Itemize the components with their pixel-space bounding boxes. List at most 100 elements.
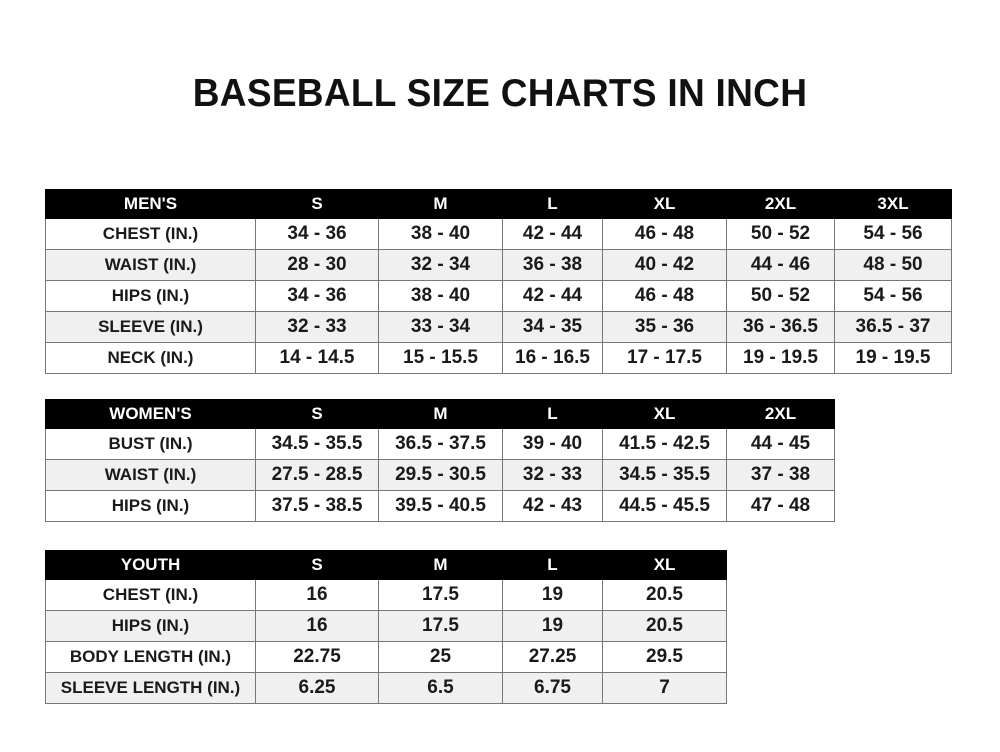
size-header: S <box>255 399 379 429</box>
table-row: CHEST (IN.) 16 17.5 19 20.5 <box>45 579 727 611</box>
size-value: 34.5 - 35.5 <box>255 428 379 460</box>
size-value: 14 - 14.5 <box>255 342 379 374</box>
header-row: YOUTH S M L XL <box>45 550 727 580</box>
youth-size-table: YOUTH S M L XL CHEST (IN.) 16 17.5 19 20.5 HIPS (I… <box>45 550 727 704</box>
category-header: WOMEN'S <box>45 399 256 429</box>
size-header: L <box>502 399 603 429</box>
size-value: 36 - 38 <box>502 249 603 281</box>
size-header: XL <box>602 189 727 219</box>
measurement-label: BODY LENGTH (IN.) <box>45 641 256 673</box>
size-value: 34.5 - 35.5 <box>602 459 727 491</box>
size-value: 46 - 48 <box>602 280 727 312</box>
size-value: 44 - 45 <box>726 428 835 460</box>
size-header: L <box>502 550 603 580</box>
womens-size-table: WOMEN'S S M L XL 2XL BUST (IN.) 34.5 - 35.5 36.5… <box>45 399 835 522</box>
size-value: 34 - 36 <box>255 280 379 312</box>
measurement-label: WAIST (IN.) <box>45 249 256 281</box>
size-value: 19 - 19.5 <box>726 342 835 374</box>
table-row: HIPS (IN.) 16 17.5 19 20.5 <box>45 610 727 642</box>
size-value: 16 <box>255 579 379 611</box>
size-header: L <box>502 189 603 219</box>
size-value: 25 <box>378 641 503 673</box>
size-value: 38 - 40 <box>378 280 503 312</box>
size-value: 28 - 30 <box>255 249 379 281</box>
size-value: 19 - 19.5 <box>834 342 952 374</box>
measurement-label: SLEEVE (IN.) <box>45 311 256 343</box>
table-row: BODY LENGTH (IN.) 22.75 25 27.25 29.5 <box>45 641 727 673</box>
size-header: 2XL <box>726 399 835 429</box>
size-value: 48 - 50 <box>834 249 952 281</box>
size-value: 42 - 44 <box>502 280 603 312</box>
table-row: WAIST (IN.) 27.5 - 28.5 29.5 - 30.5 32 - 33… <box>45 459 835 491</box>
measurement-label: SLEEVE LENGTH (IN.) <box>45 672 256 704</box>
measurement-label: WAIST (IN.) <box>45 459 256 491</box>
size-value: 44 - 46 <box>726 249 835 281</box>
size-value: 19 <box>502 579 603 611</box>
size-value: 39.5 - 40.5 <box>378 490 503 522</box>
size-value: 6.25 <box>255 672 379 704</box>
mens-size-table: MEN'S S M L XL 2XL 3XL CHEST (IN.) 34 - 36 38 - 4… <box>45 189 952 374</box>
size-value: 36.5 - 37 <box>834 311 952 343</box>
size-value: 46 - 48 <box>602 218 727 250</box>
size-value: 42 - 43 <box>502 490 603 522</box>
size-value: 38 - 40 <box>378 218 503 250</box>
size-value: 36.5 - 37.5 <box>378 428 503 460</box>
size-header: 2XL <box>726 189 835 219</box>
size-value: 33 - 34 <box>378 311 503 343</box>
size-value: 40 - 42 <box>602 249 727 281</box>
size-header: 3XL <box>834 189 952 219</box>
size-value: 20.5 <box>602 610 727 642</box>
size-value: 17 - 17.5 <box>602 342 727 374</box>
size-value: 54 - 56 <box>834 218 952 250</box>
size-value: 17.5 <box>378 579 503 611</box>
header-row: WOMEN'S S M L XL 2XL <box>45 399 835 429</box>
size-value: 41.5 - 42.5 <box>602 428 727 460</box>
size-value: 47 - 48 <box>726 490 835 522</box>
table-row: HIPS (IN.) 37.5 - 38.5 39.5 - 40.5 42 - 43 4… <box>45 490 835 522</box>
measurement-label: BUST (IN.) <box>45 428 256 460</box>
size-value: 44.5 - 45.5 <box>602 490 727 522</box>
size-value: 29.5 - 30.5 <box>378 459 503 491</box>
size-value: 54 - 56 <box>834 280 952 312</box>
size-value: 32 - 33 <box>502 459 603 491</box>
size-value: 36 - 36.5 <box>726 311 835 343</box>
size-value: 6.75 <box>502 672 603 704</box>
size-value: 27.5 - 28.5 <box>255 459 379 491</box>
size-value: 29.5 <box>602 641 727 673</box>
size-header: S <box>255 550 379 580</box>
size-header: M <box>378 550 503 580</box>
size-value: 22.75 <box>255 641 379 673</box>
size-value: 39 - 40 <box>502 428 603 460</box>
size-value: 37 - 38 <box>726 459 835 491</box>
size-value: 32 - 34 <box>378 249 503 281</box>
size-value: 20.5 <box>602 579 727 611</box>
measurement-label: HIPS (IN.) <box>45 490 256 522</box>
size-value: 32 - 33 <box>255 311 379 343</box>
size-value: 37.5 - 38.5 <box>255 490 379 522</box>
size-value: 19 <box>502 610 603 642</box>
table-row: NECK (IN.) 14 - 14.5 15 - 15.5 16 - 16.5 17 … <box>45 342 952 374</box>
table-row: SLEEVE LENGTH (IN.) 6.25 6.5 6.75 7 <box>45 672 727 704</box>
category-header: YOUTH <box>45 550 256 580</box>
size-header: XL <box>602 550 727 580</box>
size-header: S <box>255 189 379 219</box>
page-title: BASEBALL SIZE CHARTS IN INCH <box>192 72 808 115</box>
measurement-label: HIPS (IN.) <box>45 280 256 312</box>
table-row: BUST (IN.) 34.5 - 35.5 36.5 - 37.5 39 - 40 4… <box>45 428 835 460</box>
size-header: M <box>378 399 503 429</box>
size-value: 50 - 52 <box>726 218 835 250</box>
size-value: 16 <box>255 610 379 642</box>
size-header: M <box>378 189 503 219</box>
table-row: SLEEVE (IN.) 32 - 33 33 - 34 34 - 35 35 - 36… <box>45 311 952 343</box>
size-value: 17.5 <box>378 610 503 642</box>
size-header: XL <box>602 399 727 429</box>
size-value: 50 - 52 <box>726 280 835 312</box>
size-value: 7 <box>602 672 727 704</box>
measurement-label: HIPS (IN.) <box>45 610 256 642</box>
measurement-label: CHEST (IN.) <box>45 579 256 611</box>
table-row: WAIST (IN.) 28 - 30 32 - 34 36 - 38 40 - 42 4… <box>45 249 952 281</box>
table-row: HIPS (IN.) 34 - 36 38 - 40 42 - 44 46 - 48 50… <box>45 280 952 312</box>
size-value: 34 - 35 <box>502 311 603 343</box>
measurement-label: NECK (IN.) <box>45 342 256 374</box>
table-row: CHEST (IN.) 34 - 36 38 - 40 42 - 44 46 - 48 5… <box>45 218 952 250</box>
